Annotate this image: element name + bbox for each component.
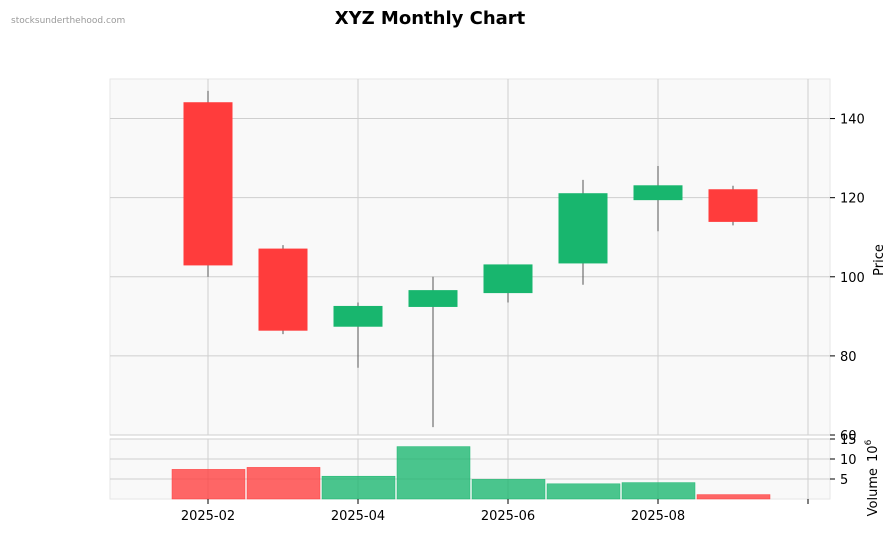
candles bbox=[183, 90, 758, 428]
volume-exponent-base: 10 bbox=[866, 445, 881, 462]
chart-title: XYZ Monthly Chart bbox=[334, 8, 526, 29]
volume-bar bbox=[696, 494, 771, 500]
candle-body bbox=[633, 185, 683, 201]
volume-axis-label-text: Volume bbox=[866, 468, 881, 516]
volume-bar bbox=[171, 469, 246, 500]
x-tick-label: 2025-02 bbox=[181, 509, 235, 524]
volume-tick-label: 15 bbox=[840, 433, 857, 448]
price-axis-label: Price bbox=[872, 244, 887, 276]
volume-bar bbox=[396, 446, 471, 500]
x-tick-label: 2025-04 bbox=[331, 509, 385, 524]
volume-bar bbox=[246, 467, 321, 500]
volume-exponent: 6 bbox=[864, 439, 874, 445]
price-tick-label: 80 bbox=[840, 350, 857, 365]
price-tick-label: 100 bbox=[840, 271, 865, 286]
candle-body bbox=[558, 193, 608, 264]
candle-body bbox=[258, 248, 308, 331]
volume-bar bbox=[321, 475, 396, 500]
candle-body bbox=[183, 102, 233, 266]
volume-bar bbox=[546, 483, 621, 500]
watermark: stocksunderthehood.com bbox=[11, 16, 126, 26]
volume-tick-label: 10 bbox=[840, 453, 857, 468]
price-tick-label: 60 bbox=[840, 429, 857, 444]
volume-bars bbox=[171, 446, 771, 500]
candle-body bbox=[483, 264, 533, 294]
candle-body bbox=[408, 290, 458, 307]
x-tick-label: 2025-06 bbox=[481, 509, 535, 524]
x-tick-label: 2025-08 bbox=[631, 509, 685, 524]
volume-bar bbox=[471, 479, 546, 500]
volume-bar bbox=[621, 482, 696, 500]
axes: 2025-02 2025-04 2025-06 2025-08 60 80 100 120 14… bbox=[181, 113, 865, 524]
candle-body bbox=[708, 189, 758, 222]
volume-tick-label: 5 bbox=[840, 473, 848, 488]
price-tick-label: 120 bbox=[840, 192, 865, 207]
candle-body bbox=[333, 305, 383, 327]
volume-axis-label: Volume 106 bbox=[864, 439, 881, 516]
price-tick-label: 140 bbox=[840, 113, 865, 128]
